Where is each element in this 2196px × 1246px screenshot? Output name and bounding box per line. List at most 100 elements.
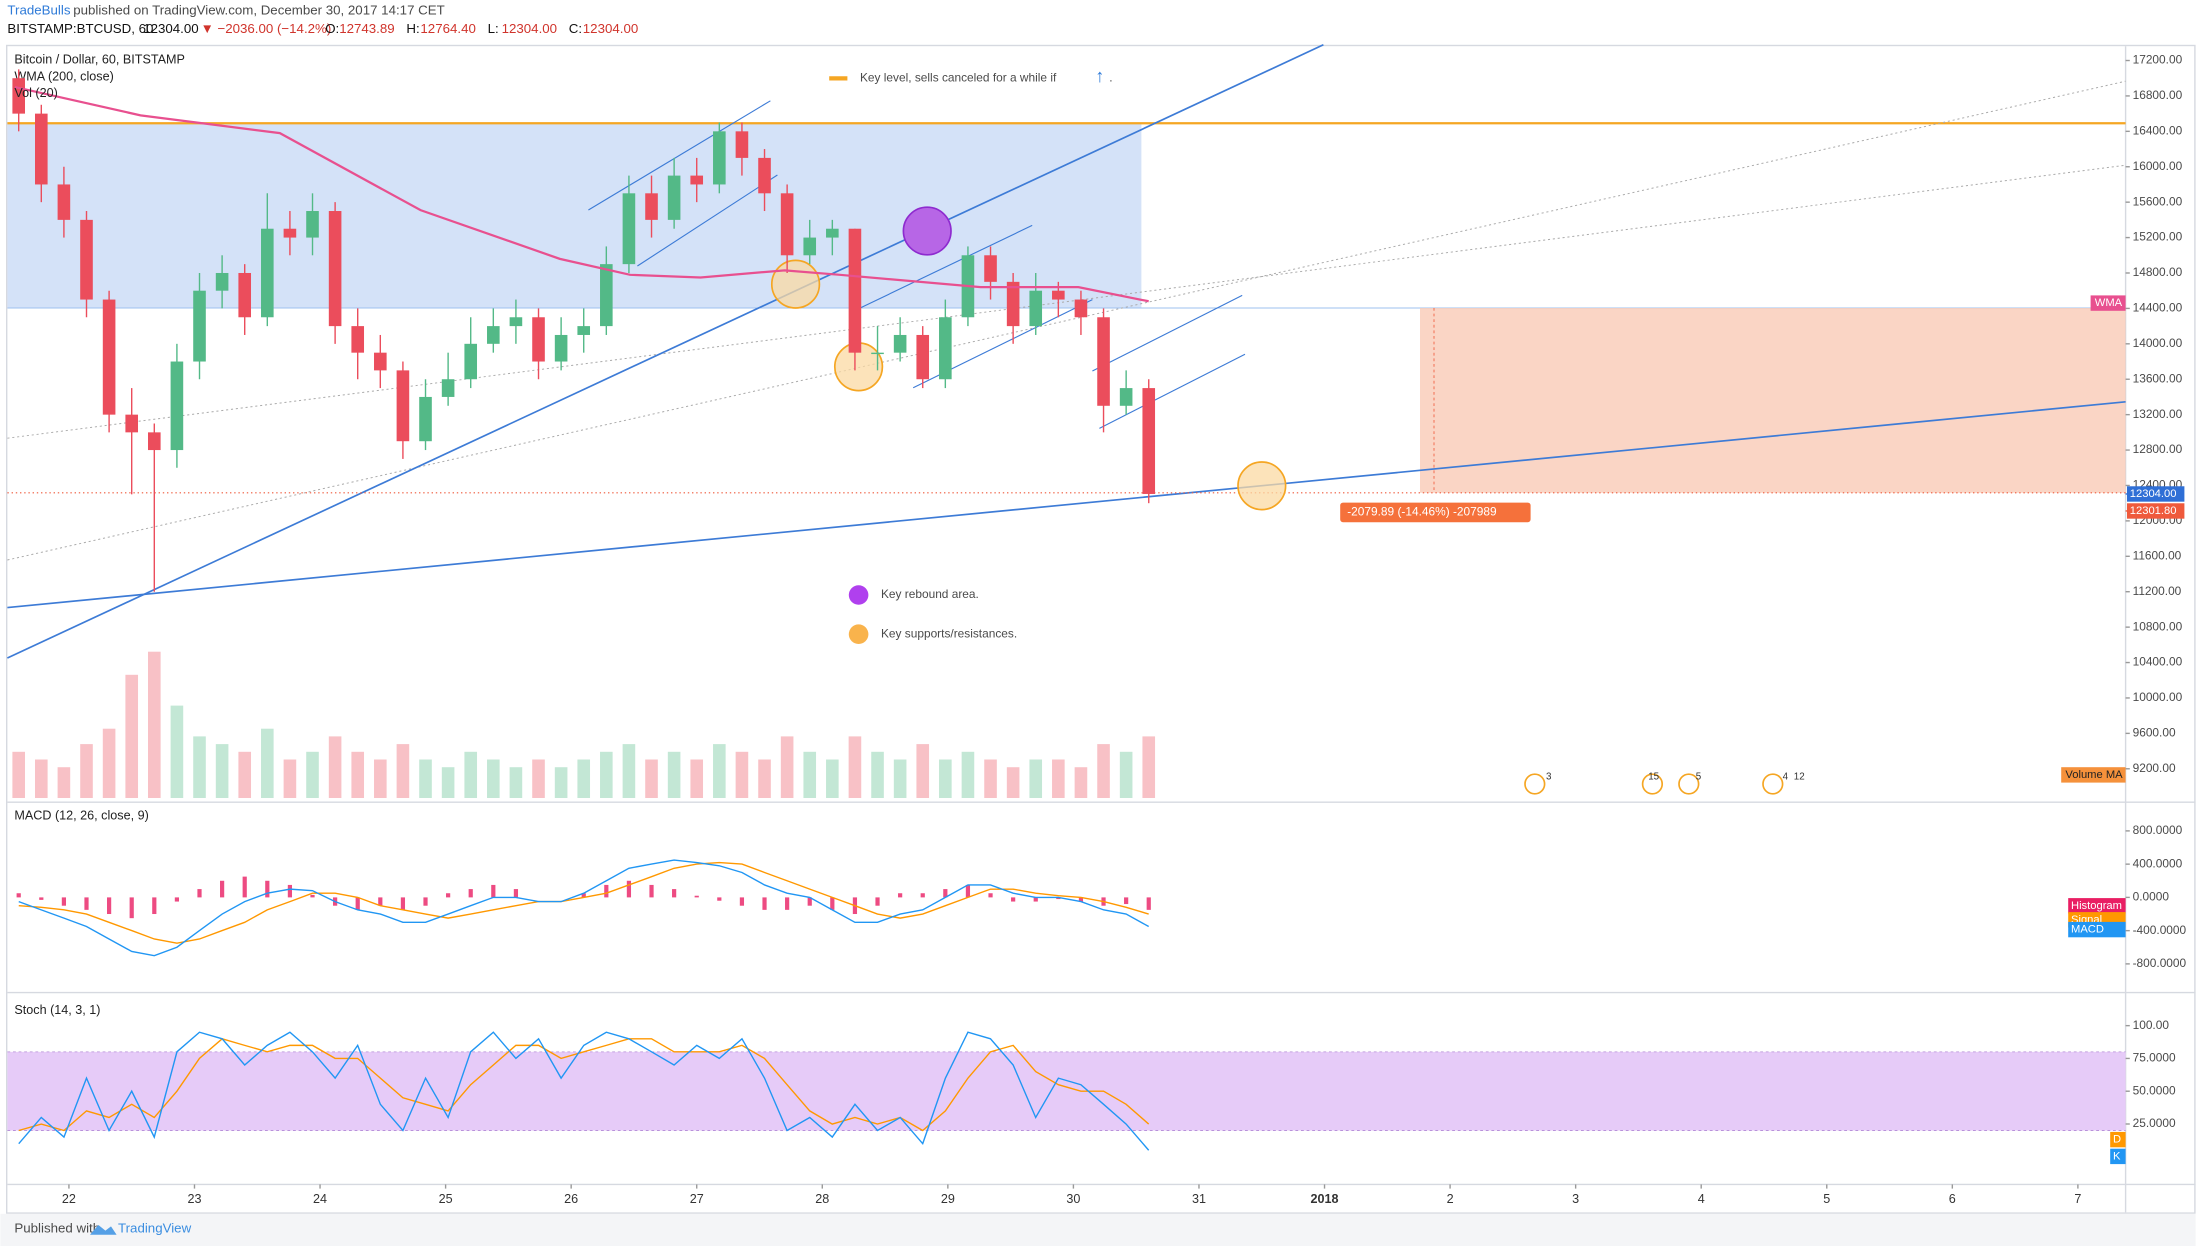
series-label: Histogram — [2071, 900, 2122, 912]
series-label: Signal — [2071, 914, 2102, 926]
histogram-bar — [423, 897, 428, 906]
histogram-bar — [446, 893, 451, 898]
volume-bar — [961, 751, 975, 798]
ohlc-value: 12764.40 — [420, 21, 475, 36]
volume-bar — [306, 751, 319, 798]
series-label-bg — [2090, 295, 2126, 311]
histogram-bar — [174, 897, 180, 902]
drawings — [7, 44, 2126, 659]
volume-bar — [80, 744, 93, 798]
histogram-bar — [694, 895, 699, 898]
y-tick-label: 400.0000 — [2133, 856, 2183, 870]
histogram-bar — [943, 889, 948, 898]
dotted-trend — [7, 164, 2126, 439]
candle-body — [125, 414, 139, 433]
volume-bar — [464, 751, 478, 798]
candle-body — [215, 272, 229, 291]
channel-line — [1099, 353, 1246, 429]
trend-line — [7, 400, 2126, 609]
volume-bar — [600, 751, 613, 798]
histogram-bar — [1033, 897, 1038, 902]
histogram-bar — [61, 897, 67, 906]
volume-bar — [848, 736, 862, 798]
frame — [6, 44, 2196, 1214]
event-icon — [1524, 773, 1546, 795]
y-tick-label: 800.0000 — [2133, 823, 2183, 837]
legend-entry: WMA (200, close) — [14, 69, 113, 83]
y-tick-label: 0.0000 — [2133, 890, 2170, 904]
candle-body — [735, 131, 749, 158]
x-tick-label: 22 — [62, 1192, 76, 1206]
channel-line — [854, 224, 1033, 312]
histogram-bar — [1011, 897, 1016, 902]
candle-body — [780, 193, 794, 256]
volume-bar — [261, 728, 274, 798]
ohlc-label: L: — [488, 21, 499, 36]
candle-body — [35, 113, 48, 185]
histogram-bar — [491, 884, 496, 898]
event-icon — [1762, 773, 1784, 795]
author[interactable]: TradeBulls — [7, 3, 70, 18]
volume-bar — [170, 705, 184, 798]
histogram-bar — [355, 897, 360, 910]
ohlc-label: C: — [569, 21, 582, 36]
volume-bar — [622, 744, 636, 798]
volume-bar — [803, 751, 817, 798]
line-series — [18, 1031, 1150, 1151]
volume-bar — [939, 759, 952, 798]
candle-body — [374, 352, 387, 371]
event-icon — [1641, 773, 1664, 795]
volume-bar — [1097, 744, 1110, 798]
candle-body — [238, 272, 252, 318]
y-tick-label: 11200.00 — [2133, 584, 2182, 598]
volume-bar — [1006, 767, 1020, 798]
rebound-circle — [902, 206, 952, 256]
volume-bar — [441, 767, 455, 798]
volume-bar — [667, 751, 681, 798]
x-tick-label: 24 — [313, 1192, 327, 1206]
volume-bar — [871, 751, 884, 798]
channel-line — [1092, 294, 1243, 372]
histogram-bar — [1056, 897, 1061, 900]
volume-bar — [713, 744, 726, 798]
candle-body — [419, 396, 432, 442]
candle-body — [645, 193, 658, 220]
histogram-bar — [807, 897, 812, 906]
candle-body — [600, 264, 613, 327]
histogram-bar — [920, 893, 925, 898]
x-tick-label: 2 — [1447, 1192, 1454, 1206]
footer-brand[interactable]: TradingView — [118, 1221, 192, 1236]
candle-body — [984, 255, 997, 282]
annotation-arrow: ↑ — [1095, 66, 1104, 86]
series-label: K — [2113, 1150, 2121, 1162]
range-box — [7, 123, 1142, 308]
candle-body — [1052, 290, 1065, 300]
x-tick-label: 29 — [941, 1192, 955, 1206]
volume-bar — [645, 759, 658, 798]
volume-bar — [351, 751, 365, 798]
event-label: 15 — [1648, 772, 1659, 783]
volume-bar — [577, 759, 591, 798]
candle-body — [170, 361, 184, 451]
volume-bar — [532, 759, 545, 798]
histogram-bar — [152, 897, 157, 915]
candle-body — [667, 175, 681, 220]
histogram-bar — [1124, 897, 1129, 905]
candle-body — [826, 228, 839, 238]
volume-bar — [1029, 759, 1043, 798]
volume-bar — [690, 759, 704, 798]
series-label-bg — [2068, 921, 2126, 938]
ohlc-value: 12304.00 — [502, 21, 557, 36]
ohlc-value: 12743.89 — [339, 21, 394, 36]
dotted-trend — [7, 80, 2126, 561]
candle-body — [1006, 281, 1020, 327]
histogram-bar — [39, 897, 44, 900]
channel-line — [637, 174, 778, 267]
candle-body — [1029, 290, 1043, 327]
histogram-bar — [965, 884, 971, 898]
volume-bar — [328, 736, 342, 798]
volume-bar — [780, 736, 794, 798]
volume-bar — [35, 759, 48, 798]
y-tick-label: 25.0000 — [2133, 1116, 2176, 1130]
